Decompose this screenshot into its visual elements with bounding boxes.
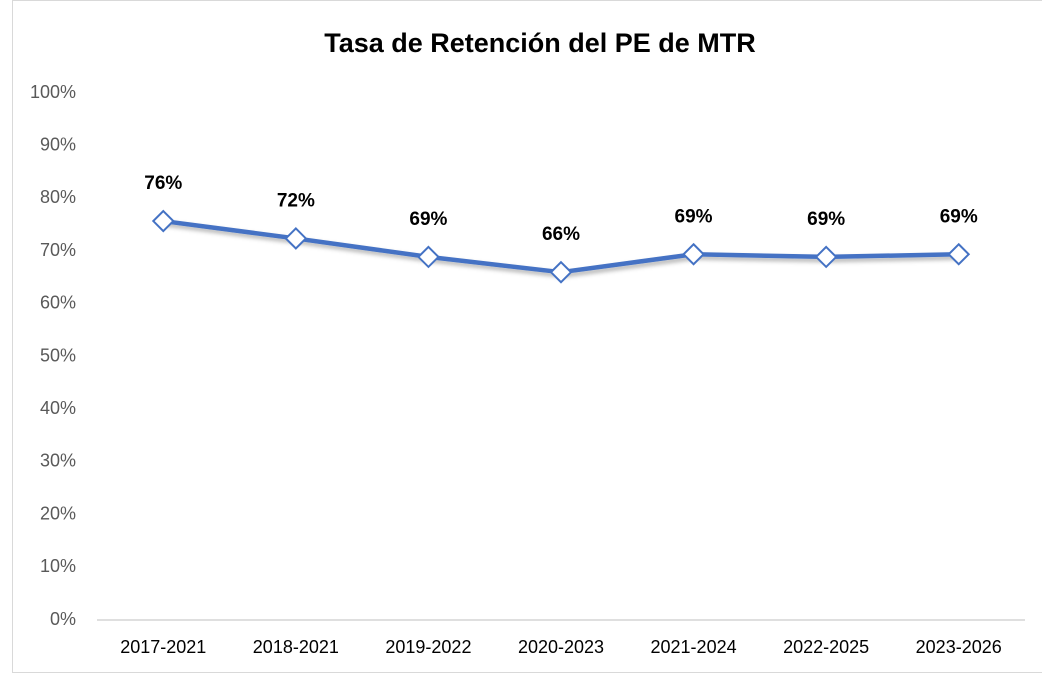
- chart-title: Tasa de Retención del PE de MTR: [324, 28, 756, 58]
- data-point: [947, 242, 971, 266]
- y-tick-label: 50%: [40, 345, 76, 365]
- y-tick-label: 100%: [30, 82, 76, 102]
- data-point: [151, 209, 175, 233]
- x-tick-label: 2023-2026: [916, 637, 1002, 657]
- data-label: 66%: [542, 224, 580, 245]
- data-label: 69%: [807, 209, 845, 230]
- x-tick-label: 2021-2024: [651, 637, 737, 657]
- data-label: 72%: [277, 190, 315, 211]
- data-point: [814, 245, 838, 269]
- y-tick-label: 0%: [50, 609, 76, 629]
- data-point: [549, 260, 573, 284]
- y-tick-label: 60%: [40, 293, 76, 313]
- data-label: 76%: [144, 173, 182, 194]
- y-tick-label: 10%: [40, 556, 76, 576]
- data-point: [682, 242, 705, 266]
- x-tick-label: 2017-2021: [120, 637, 206, 657]
- x-tick-label: 2018-2021: [253, 637, 339, 657]
- data-label: 69%: [940, 206, 978, 227]
- data-point: [417, 245, 440, 269]
- y-tick-label: 30%: [40, 451, 76, 471]
- x-tick-label: 2022-2025: [783, 637, 869, 657]
- chart-border: [12, 0, 1042, 673]
- x-tick-label: 2019-2022: [385, 637, 471, 657]
- data-label: 69%: [675, 206, 713, 227]
- y-tick-label: 40%: [40, 398, 76, 418]
- x-tick-label: 2020-2023: [518, 637, 604, 657]
- data-point: [284, 227, 308, 250]
- y-tick-label: 80%: [40, 187, 76, 207]
- y-tick-label: 20%: [40, 503, 76, 523]
- data-label: 69%: [409, 209, 447, 230]
- y-tick-label: 70%: [40, 240, 76, 260]
- y-tick-label: 90%: [40, 134, 76, 154]
